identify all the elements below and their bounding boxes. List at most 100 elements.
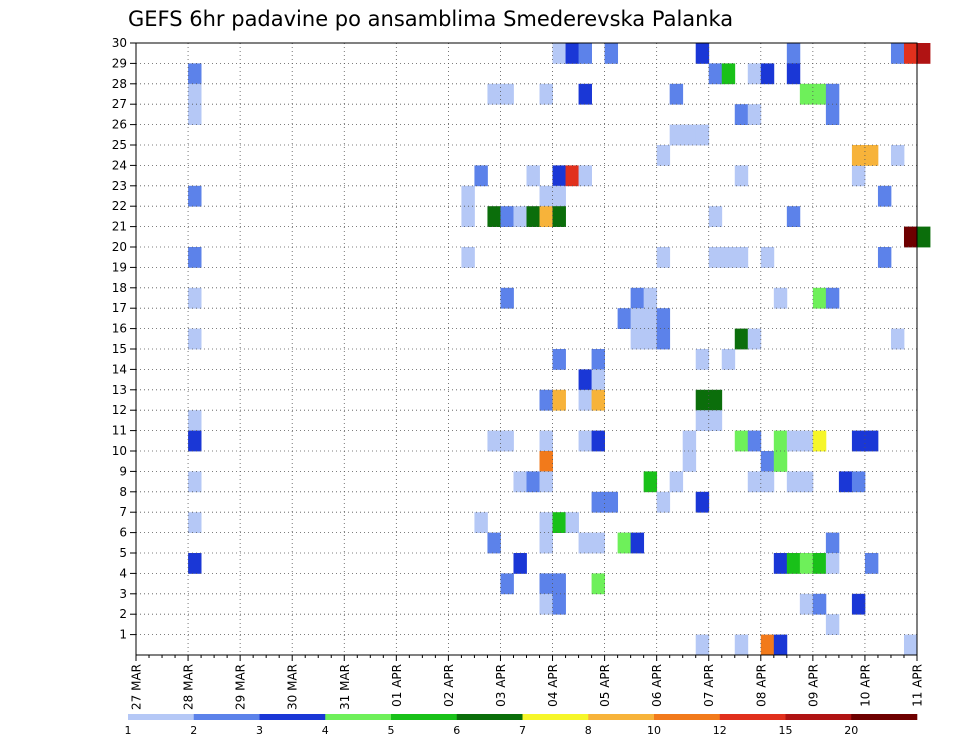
heatmap-cell xyxy=(825,553,840,574)
heatmap-cell xyxy=(487,83,501,105)
heatmap-cell xyxy=(773,634,788,656)
colorbar-segment xyxy=(193,714,260,720)
heatmap-cell xyxy=(708,63,723,85)
heatmap-cell xyxy=(526,471,540,493)
heatmap-cell xyxy=(565,43,579,64)
heatmap-cell xyxy=(864,430,879,452)
heatmap-cell xyxy=(917,43,931,64)
heatmap-cell xyxy=(604,43,619,64)
y-tick-label: 24 xyxy=(112,158,127,172)
colorbar-label: 8 xyxy=(585,724,592,737)
heatmap-cell xyxy=(565,512,579,533)
heatmap-cell xyxy=(786,471,801,493)
colorbar-segment xyxy=(325,714,392,720)
heatmap-cell xyxy=(539,389,553,411)
y-axis: 1234567891011121314151617181920212223242… xyxy=(112,36,136,642)
y-tick-label: 14 xyxy=(112,362,127,376)
heatmap-cell xyxy=(552,573,566,595)
colorbar-label: 3 xyxy=(256,724,263,737)
heatmap-cell xyxy=(539,83,553,105)
heatmap-cell xyxy=(552,206,566,227)
heatmap-cell xyxy=(656,247,671,268)
heatmap-cell xyxy=(890,43,905,64)
y-tick-label: 2 xyxy=(119,607,127,621)
heatmap-cell xyxy=(539,512,553,533)
heatmap-cell xyxy=(565,165,579,187)
heatmap-cell xyxy=(578,43,592,64)
heatmap-cell xyxy=(500,206,514,227)
heatmap-cell xyxy=(669,83,684,105)
heatmap-cells xyxy=(188,43,931,656)
heatmap-cell xyxy=(734,430,749,452)
heatmap-cell xyxy=(500,430,514,452)
heatmap-cell xyxy=(708,206,723,227)
x-tick-label: 01 APR xyxy=(390,664,404,707)
heatmap-cell xyxy=(786,43,801,64)
colorbar-segment xyxy=(719,714,786,720)
heatmap-cell xyxy=(760,247,775,268)
heatmap-cell xyxy=(578,389,592,411)
heatmap-cell xyxy=(917,226,931,248)
heatmap-cell xyxy=(864,553,879,574)
heatmap-cell xyxy=(188,512,202,533)
heatmap-cell xyxy=(721,247,736,268)
heatmap-cell xyxy=(760,634,775,656)
y-tick-label: 8 xyxy=(119,485,127,499)
heatmap-cell xyxy=(786,553,801,574)
y-tick-label: 18 xyxy=(112,281,127,295)
heatmap-cell xyxy=(825,104,840,125)
heatmap-cell xyxy=(500,573,514,595)
heatmap-cell xyxy=(890,145,905,166)
heatmap-cell xyxy=(799,553,814,574)
heatmap-cell xyxy=(656,328,671,350)
heatmap-cell xyxy=(188,410,202,431)
heatmap-cell xyxy=(617,308,632,329)
heatmap-cell xyxy=(539,430,553,452)
heatmap-cell xyxy=(552,165,566,187)
heatmap-cell xyxy=(708,410,723,431)
heatmap-cell xyxy=(903,43,918,64)
heatmap-cell xyxy=(695,389,710,411)
heatmap-cell xyxy=(578,165,592,187)
y-tick-label: 28 xyxy=(112,77,127,91)
heatmap-cell xyxy=(643,287,658,309)
heatmap-cell xyxy=(591,573,605,595)
colorbar-segment xyxy=(456,714,523,720)
heatmap-cell xyxy=(877,185,892,207)
colorbar-label: 2 xyxy=(190,724,197,737)
heatmap-cell xyxy=(734,165,749,187)
heatmap-cell xyxy=(643,471,658,493)
colorbar-segment xyxy=(851,714,918,720)
colorbar-segment xyxy=(654,714,721,720)
heatmap-cell xyxy=(851,471,866,493)
heatmap-cell xyxy=(188,185,202,207)
heatmap-cell xyxy=(630,308,645,329)
y-tick-label: 16 xyxy=(112,322,127,336)
colorbar-segment xyxy=(588,714,655,720)
heatmap-cell xyxy=(825,83,840,105)
heatmap-cell xyxy=(786,206,801,227)
heatmap-cell xyxy=(552,349,566,370)
heatmap-cell xyxy=(461,247,475,268)
y-tick-label: 9 xyxy=(119,464,127,478)
x-tick-label: 02 APR xyxy=(442,664,456,707)
y-tick-label: 22 xyxy=(112,199,127,213)
colorbar-label: 5 xyxy=(388,724,395,737)
y-tick-label: 21 xyxy=(112,220,127,234)
heatmap-cell xyxy=(656,308,671,329)
heatmap-cell xyxy=(747,430,762,452)
x-tick-label: 30 MAR xyxy=(286,664,300,710)
x-axis: 27 MAR 28 MAR 29 MAR 30 MAR 31 MAR 01 APR 02 A… xyxy=(130,655,925,710)
heatmap-cell xyxy=(630,532,645,554)
heatmap-cell xyxy=(786,63,801,85)
heatmap-cell xyxy=(773,451,788,472)
heatmap-cell xyxy=(578,83,592,105)
heatmap-cell xyxy=(474,512,488,533)
colorbar-label: 15 xyxy=(779,724,793,737)
heatmap-cell xyxy=(734,328,749,350)
chart-title: GEFS 6hr padavine po ansamblima Smederev… xyxy=(128,7,733,31)
heatmap-cell xyxy=(539,185,553,207)
heatmap-cell xyxy=(682,124,697,146)
heatmap-cell xyxy=(734,104,749,125)
y-tick-label: 20 xyxy=(112,240,127,254)
